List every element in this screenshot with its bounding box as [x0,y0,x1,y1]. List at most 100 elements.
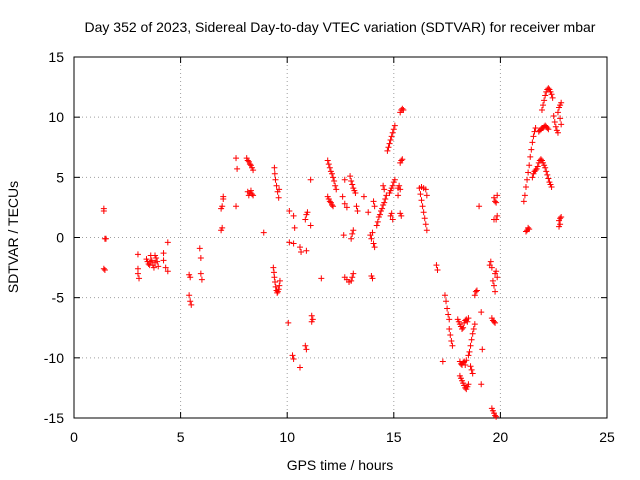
data-point [219,224,226,231]
data-point [324,157,331,164]
data-point [551,118,558,125]
data-point [164,239,171,246]
data-point [433,262,440,269]
data-point [276,282,283,289]
data-point [391,176,398,183]
data-point [187,298,194,305]
data-point [479,346,486,353]
data-point [493,199,500,206]
data-point [276,277,283,284]
data-point [421,215,428,222]
data-point [331,177,338,184]
data-point [272,279,279,286]
data-point [441,292,448,299]
grid-lines [74,57,607,418]
data-point [488,264,495,271]
data-point [491,216,498,223]
data-point [154,258,161,265]
data-point [296,244,303,251]
data-point [389,129,396,136]
data-point [343,204,350,211]
data-point [466,348,473,355]
data-point [325,161,332,168]
data-point [349,230,356,237]
data-point [134,251,141,258]
data-point [102,235,109,242]
data-point [398,157,405,164]
x-tick-label: 10 [279,429,295,445]
data-point [449,342,456,349]
data-point [328,170,335,177]
data-point [492,319,499,326]
data-point [492,288,499,295]
data-point [100,208,107,215]
data-point [391,122,398,129]
data-point [188,301,195,308]
data-point [471,321,478,328]
data-point [100,265,107,272]
data-point [472,288,479,295]
data-point [247,187,254,194]
data-point [155,263,162,270]
data-point [350,227,357,234]
data-point [448,337,455,344]
data-point [187,274,194,281]
data-point [302,216,309,223]
data-point [422,186,429,193]
data-point [380,182,387,189]
data-point [558,214,565,221]
data-point [147,258,154,265]
data-point [465,381,472,388]
y-tick-label: 15 [48,49,64,65]
data-point [390,126,397,133]
data-point [529,174,536,181]
data-point [476,203,483,210]
data-point [494,274,501,281]
data-point [423,192,430,199]
data-point [534,163,541,170]
axis-ticks [73,56,608,419]
data-point [478,381,485,388]
data-point [422,221,429,228]
data-point [368,235,375,242]
data-point [388,210,395,217]
data-point [434,266,441,273]
data-point [532,167,539,174]
data-point [286,208,293,215]
x-tick-label: 20 [493,429,509,445]
data-point [382,195,389,202]
data-point [196,245,203,252]
data-point [489,277,496,284]
data-point [160,257,167,264]
y-tick-label: 0 [56,230,64,246]
data-point [491,194,498,201]
data-point [525,224,532,231]
data-point [290,212,297,219]
data-point [376,211,383,218]
data-point [274,289,281,296]
data-point [271,170,278,177]
data-point [542,92,549,99]
data-point [468,366,475,373]
data-point [389,182,396,189]
data-point [272,176,279,183]
data-point [460,324,467,331]
data-point [234,165,241,172]
data-point [471,292,478,299]
data-point [164,268,171,275]
data-point [418,197,425,204]
data-point [557,215,564,222]
data-point [399,156,406,163]
data-point [467,342,474,349]
data-point [134,270,141,277]
data-point [339,193,346,200]
data-point [330,203,337,210]
data-point [220,195,227,202]
data-point [374,218,381,225]
data-point [530,133,537,140]
data-point [296,364,303,371]
data-point [298,248,305,255]
data-point [160,250,167,257]
data-point [291,224,298,231]
data-point [340,232,347,239]
